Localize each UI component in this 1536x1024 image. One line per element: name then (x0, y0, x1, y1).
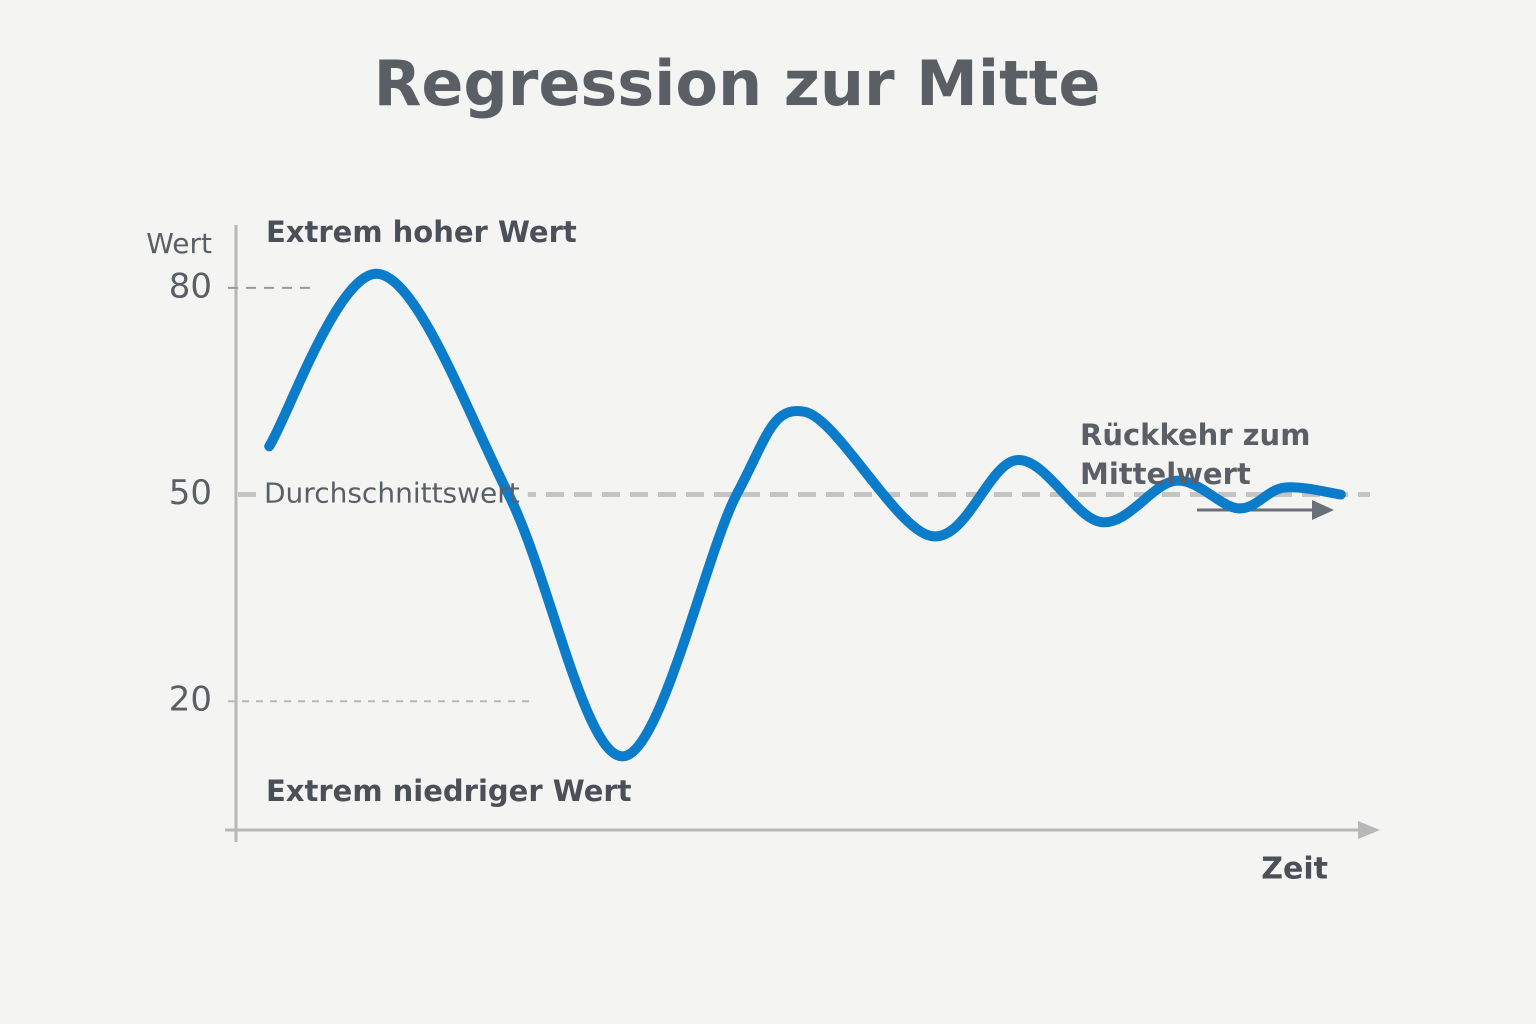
y-axis-label: Wert (146, 227, 212, 260)
annotation: Rückkehr zum (1080, 418, 1310, 452)
annotation: Durchschnittswert (264, 477, 520, 510)
plot (264, 269, 1346, 762)
annotation: Extrem hoher Wert (266, 215, 577, 249)
y-tick-label: 20 (169, 680, 212, 720)
data-line (264, 269, 1346, 762)
annotation: Extrem niedriger Wert (266, 774, 632, 808)
chart-title: Regression zur Mitte (374, 47, 1101, 120)
return-arrow-head (1312, 500, 1334, 520)
y-tick-label: 80 (169, 266, 212, 306)
x-axis-arrow (1358, 821, 1380, 839)
label-background (258, 476, 528, 510)
y-tick-label: 50 (169, 473, 212, 513)
annotation: Mittelwert (1080, 457, 1251, 491)
x-axis-label: Zeit (1261, 852, 1328, 887)
grid (228, 286, 1370, 703)
